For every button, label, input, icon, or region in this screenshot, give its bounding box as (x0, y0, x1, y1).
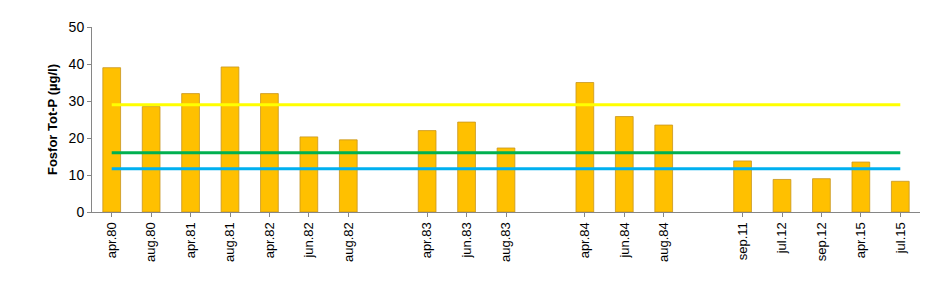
svg-text:jun.82: jun.82 (301, 222, 316, 258)
svg-text:40: 40 (69, 56, 85, 72)
svg-text:aug.84: aug.84 (656, 222, 671, 262)
svg-text:apr.81: apr.81 (183, 222, 198, 258)
svg-text:apr.80: apr.80 (104, 222, 119, 258)
svg-text:jun.83: jun.83 (459, 222, 474, 258)
svg-text:50: 50 (69, 19, 85, 35)
svg-text:aug.80: aug.80 (143, 222, 158, 262)
svg-text:10: 10 (69, 167, 85, 183)
svg-text:aug.81: aug.81 (222, 222, 237, 262)
svg-text:apr.84: apr.84 (577, 222, 592, 258)
svg-text:sep.12: sep.12 (814, 222, 829, 261)
svg-text:sep.11: sep.11 (735, 222, 750, 260)
svg-text:Fosfor Tot-P (µg/l): Fosfor Tot-P (µg/l) (45, 64, 60, 175)
svg-text:20: 20 (69, 130, 85, 146)
svg-text:apr.15: apr.15 (853, 222, 868, 258)
svg-text:aug.82: aug.82 (341, 222, 356, 262)
svg-text:jul.15: jul.15 (893, 222, 908, 254)
svg-text:0: 0 (76, 204, 84, 220)
svg-text:apr.82: apr.82 (262, 222, 277, 258)
svg-text:apr.83: apr.83 (419, 222, 434, 258)
svg-text:aug.83: aug.83 (498, 222, 513, 262)
svg-text:jun.84: jun.84 (617, 222, 632, 258)
svg-text:30: 30 (69, 93, 85, 109)
svg-text:jul.12: jul.12 (774, 222, 789, 254)
